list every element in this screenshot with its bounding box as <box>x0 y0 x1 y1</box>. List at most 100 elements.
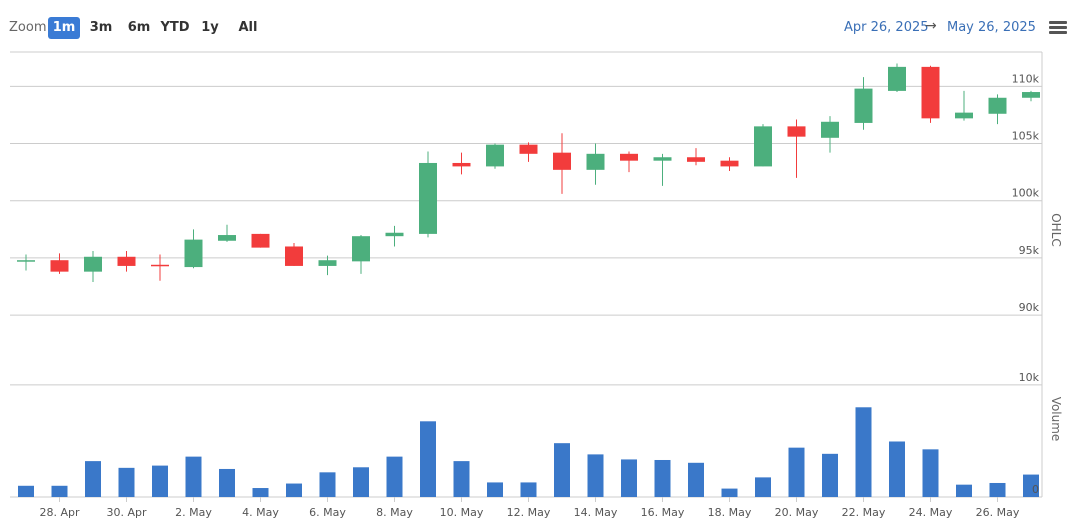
ohlc-candle[interactable] <box>352 235 370 274</box>
ohlc-candle[interactable] <box>586 143 605 185</box>
ohlc-candle[interactable] <box>84 251 102 282</box>
x-tick-label: 16. May <box>641 506 685 519</box>
volume-bar[interactable] <box>889 441 905 497</box>
volume-axis-title: Volume <box>1049 397 1063 442</box>
volume-bar[interactable] <box>721 488 738 497</box>
ohlc-tick-label: 105k <box>1012 130 1040 143</box>
zoom-label: Zoom <box>9 20 47 35</box>
volume-bar[interactable] <box>386 456 403 497</box>
range-selector-toolbar: Zoom 1m 3m 6m YTD 1y All Apr 26, 2025 → … <box>0 0 1073 52</box>
ohlc-candle[interactable] <box>888 63 906 93</box>
volume-bar[interactable] <box>688 462 704 497</box>
zoom-3m-button[interactable]: 3m <box>89 20 113 35</box>
volume-bar[interactable] <box>956 484 972 497</box>
candle-body <box>117 256 136 266</box>
x-tick-label: 10. May <box>440 506 484 519</box>
volume-bar[interactable] <box>621 459 637 497</box>
x-tick-label: 4. May <box>242 506 279 519</box>
volume-bar[interactable] <box>118 467 135 497</box>
ohlc-candle[interactable] <box>687 148 705 166</box>
ohlc-tick-label: 95k <box>1019 244 1040 257</box>
candle-body <box>352 236 370 262</box>
ohlc-candle[interactable] <box>218 224 236 242</box>
volume-bar[interactable] <box>855 407 872 497</box>
zoom-all-button[interactable]: All <box>238 20 258 35</box>
ohlc-candle[interactable] <box>553 133 571 194</box>
zoom-1y-button[interactable]: 1y <box>201 20 219 35</box>
candle-body <box>955 112 973 119</box>
ohlc-candle[interactable] <box>988 94 1007 125</box>
volume-bar[interactable] <box>252 488 269 497</box>
ohlc-candle[interactable] <box>385 225 404 247</box>
x-tick-label: 28. Apr <box>39 506 79 519</box>
ohlc-candle[interactable] <box>151 254 169 281</box>
candle-body <box>854 88 873 123</box>
ohlc-candle[interactable] <box>921 65 940 123</box>
volume-bar[interactable] <box>755 477 771 497</box>
ohlc-candle[interactable] <box>17 254 35 271</box>
volume-tick-label: 0 <box>1032 483 1039 496</box>
volume-bar[interactable] <box>1023 474 1039 497</box>
ohlc-candle[interactable] <box>117 251 136 272</box>
ohlc-candle[interactable] <box>50 253 69 274</box>
ohlc-candle[interactable] <box>285 243 303 266</box>
volume-bar[interactable] <box>554 443 570 497</box>
candle-body <box>419 162 437 234</box>
volume-bar[interactable] <box>989 482 1006 497</box>
ohlc-candle[interactable] <box>452 152 471 175</box>
x-tick-label: 6. May <box>309 506 346 519</box>
range-end-date[interactable]: May 26, 2025 <box>947 20 1036 35</box>
zoom-6m-button[interactable]: 6m <box>127 20 151 35</box>
ohlc-axis-title: OHLC <box>1049 213 1063 247</box>
ohlc-tick-label: 110k <box>1012 72 1040 85</box>
ohlc-candle[interactable] <box>184 229 203 269</box>
ohlc-candle[interactable] <box>955 90 973 121</box>
ohlc-candle[interactable] <box>620 151 638 173</box>
ohlc-candle[interactable] <box>720 157 739 171</box>
volume-bar[interactable] <box>453 461 470 497</box>
candle-body <box>285 246 303 266</box>
ohlc-candle[interactable] <box>854 77 873 130</box>
ohlc-tick-label: 90k <box>1019 301 1040 314</box>
volume-bar[interactable] <box>587 454 604 497</box>
ohlc-candle[interactable] <box>653 153 672 186</box>
volume-bar[interactable] <box>420 421 436 497</box>
ohlc-candle[interactable] <box>754 124 772 167</box>
volume-bar[interactable] <box>185 456 202 497</box>
volume-bar[interactable] <box>18 485 34 497</box>
volume-bar[interactable] <box>520 482 537 497</box>
volume-bar[interactable] <box>85 461 101 497</box>
volume-bar[interactable] <box>922 449 939 497</box>
volume-bar[interactable] <box>822 453 838 497</box>
ohlc-candle[interactable] <box>821 116 839 153</box>
ohlc-candle[interactable] <box>318 255 337 276</box>
ohlc-candle[interactable] <box>1022 90 1040 102</box>
candle-body <box>1022 92 1040 98</box>
volume-bar[interactable] <box>353 467 369 497</box>
volume-bar[interactable] <box>319 472 336 497</box>
candle-body <box>754 126 772 167</box>
zoom-1m-button[interactable]: 1m <box>48 17 80 39</box>
x-tick-label: 22. May <box>842 506 886 519</box>
ohlc-candle[interactable] <box>251 233 270 248</box>
ohlc-candle[interactable] <box>419 151 437 238</box>
hamburger-menu-icon[interactable] <box>1049 21 1067 35</box>
candle-body <box>553 152 571 170</box>
volume-bar[interactable] <box>51 485 68 497</box>
range-start-date[interactable]: Apr 26, 2025 <box>844 20 929 35</box>
volume-bar[interactable] <box>487 482 503 497</box>
ohlc-candle[interactable] <box>519 142 538 162</box>
candle-body <box>218 235 236 241</box>
volume-bar[interactable] <box>219 468 235 497</box>
candle-body <box>84 256 102 272</box>
ohlc-candle[interactable] <box>486 143 504 169</box>
volume-bar[interactable] <box>654 459 671 497</box>
zoom-ytd-button[interactable]: YTD <box>160 20 190 35</box>
volume-bar[interactable] <box>788 447 805 497</box>
candle-body <box>50 260 69 272</box>
candle-body <box>620 153 638 161</box>
volume-bar[interactable] <box>286 483 302 497</box>
volume-bar[interactable] <box>152 465 168 497</box>
ohlc-candle[interactable] <box>787 119 806 178</box>
